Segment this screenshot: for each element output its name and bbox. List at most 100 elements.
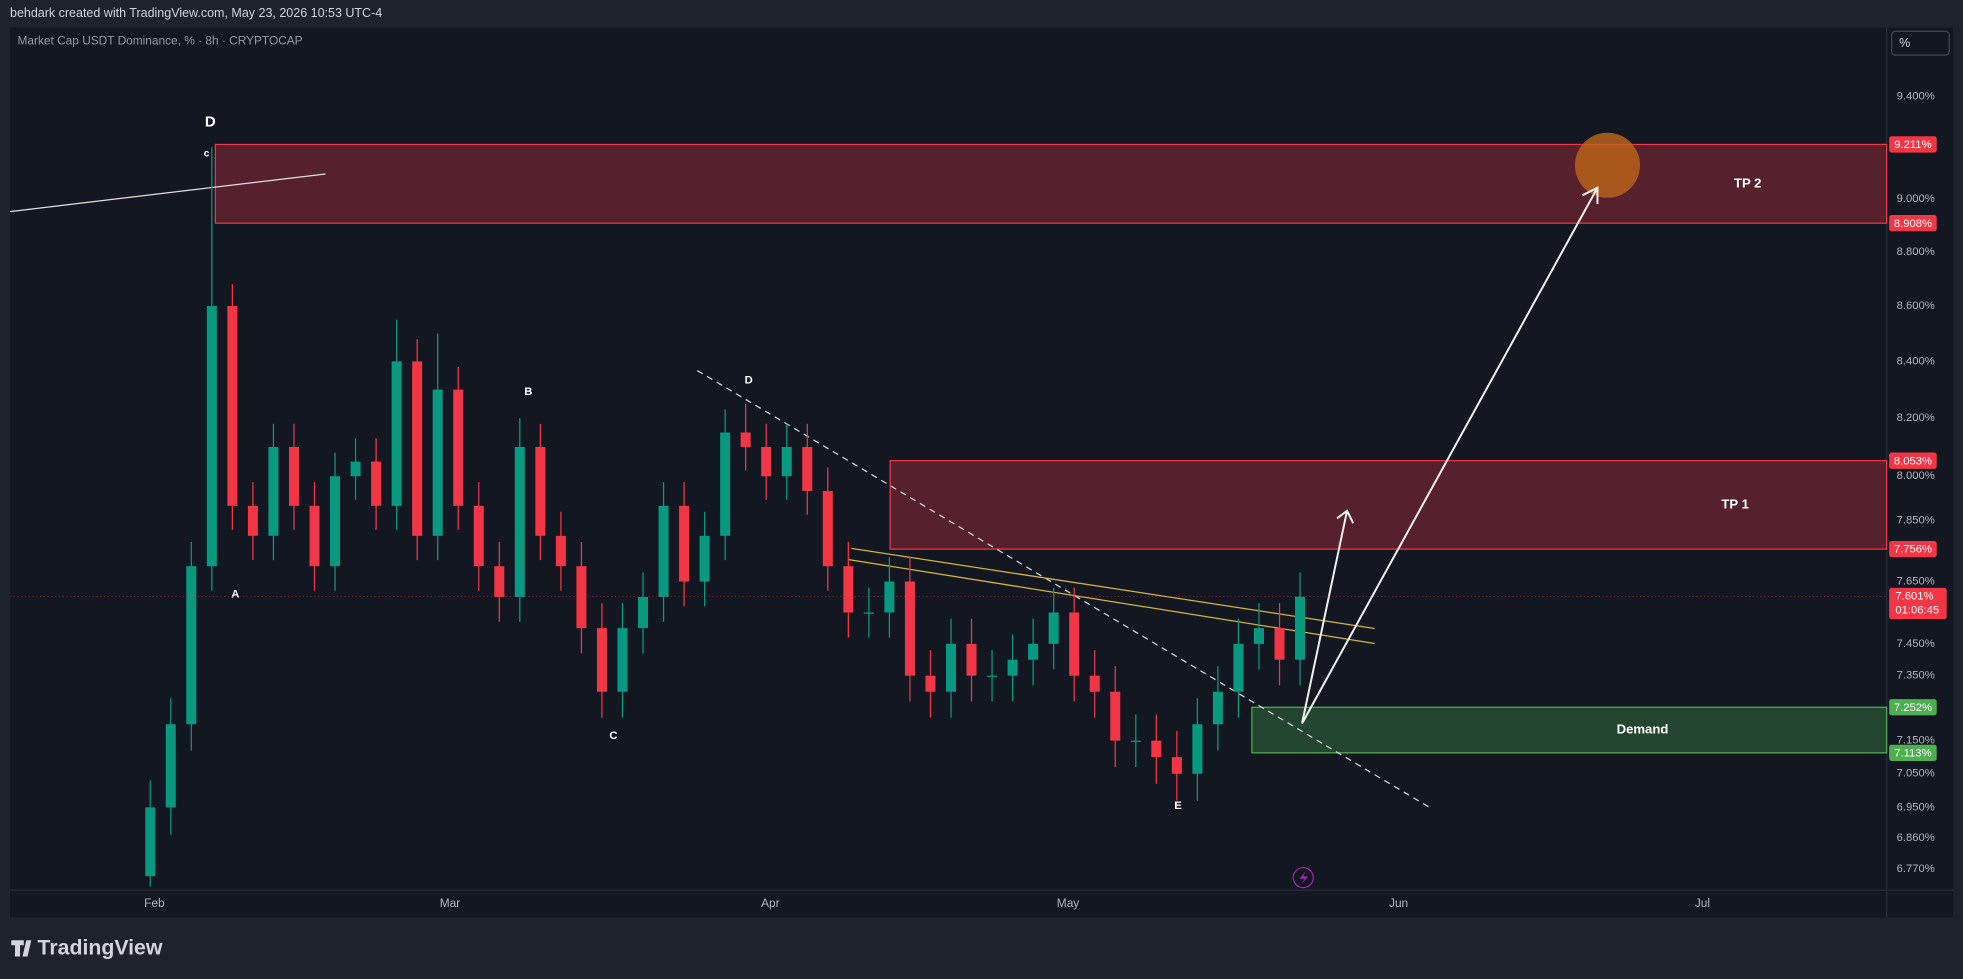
candle-body <box>822 490 833 567</box>
price-badge <box>1889 540 1937 558</box>
y-tick-label: 8.000% <box>1897 470 1935 482</box>
candle-body <box>945 643 957 692</box>
y-tick-label: 8.200% <box>1897 412 1935 424</box>
y-tick-label: 7.450% <box>1897 638 1935 650</box>
candle-body <box>1192 724 1203 774</box>
channel-line <box>851 547 1375 630</box>
candle-body <box>1007 659 1018 676</box>
candle-body <box>145 807 156 877</box>
candle-body <box>904 581 915 676</box>
price-badge <box>1889 136 1937 153</box>
wave-label: C <box>609 730 617 742</box>
zone-label: TP 2 <box>1734 175 1761 190</box>
scale-button[interactable] <box>1891 30 1950 56</box>
y-tick-label: 8.600% <box>1897 300 1935 312</box>
candle-body <box>658 505 669 597</box>
candle-body <box>535 446 546 536</box>
candle-body <box>576 566 587 629</box>
x-tick-label: Mar <box>440 896 460 910</box>
candle-body <box>268 446 279 536</box>
alert-icon-bolt[interactable] <box>1299 871 1309 884</box>
candle-body <box>1151 740 1162 758</box>
price-badge-label: 7.756% <box>1894 544 1932 556</box>
candle-body <box>1089 675 1100 692</box>
candle-body <box>1212 691 1223 725</box>
candle-body <box>350 461 361 477</box>
candle-body <box>432 389 443 536</box>
candle-body <box>1110 691 1121 741</box>
candle-body <box>330 476 341 567</box>
candle-body <box>1130 740 1141 742</box>
y-tick-label: 6.860% <box>1897 832 1935 844</box>
last-price-badge <box>1889 587 1947 620</box>
candle-body <box>514 446 525 597</box>
candle-body <box>863 612 874 614</box>
plot-area <box>10 27 1887 891</box>
trend-line <box>9 173 326 213</box>
price-badge-label: 8.053% <box>1894 455 1932 467</box>
candle-body <box>1295 596 1306 660</box>
candle-body <box>987 675 998 677</box>
price-badge <box>1889 215 1937 232</box>
y-tick-label: 6.770% <box>1897 863 1935 875</box>
countdown-label: 01:06:45 <box>1895 604 1939 616</box>
candle-body <box>165 724 176 808</box>
candle-body <box>1048 612 1059 644</box>
symbol-legend: Market Cap USDT Dominance, % · 8h · CRYP… <box>18 33 303 47</box>
candle-body <box>843 566 854 613</box>
wave-label: A <box>231 589 239 601</box>
candle-body <box>1253 628 1264 644</box>
time-axis <box>10 890 1953 918</box>
candle-body <box>679 505 690 582</box>
last-price-label: 7.601% <box>1895 591 1933 603</box>
brand-logo <box>11 940 32 957</box>
candle-body <box>720 432 731 536</box>
y-tick-label: 8.800% <box>1897 246 1935 258</box>
candle-body <box>227 305 238 506</box>
candle-body <box>453 389 464 506</box>
y-tick-label: 7.150% <box>1897 735 1935 747</box>
price-badge-label: 9.211% <box>1894 139 1931 151</box>
candle-body <box>1274 628 1285 660</box>
candle-body <box>761 446 772 477</box>
price-badge <box>1889 699 1937 716</box>
candle-body <box>802 446 813 491</box>
x-tick-label: Jun <box>1389 896 1408 910</box>
y-tick-label: 8.400% <box>1897 355 1935 367</box>
candle-body <box>412 361 423 536</box>
candle-body <box>1233 643 1244 692</box>
alert-icon[interactable] <box>1292 866 1314 889</box>
candle-body <box>473 505 484 567</box>
wave-label: c <box>204 149 210 160</box>
candle-body <box>925 675 936 692</box>
x-tick-label: Feb <box>144 896 165 910</box>
scale-button-label[interactable]: % <box>1899 36 1910 50</box>
y-tick-label: 6.950% <box>1897 801 1935 813</box>
dashed-trend-line <box>696 370 1431 809</box>
candle-body <box>371 461 382 506</box>
price-badge <box>1889 452 1937 469</box>
y-tick-label: 7.350% <box>1897 670 1935 682</box>
y-tick-label: 9.400% <box>1897 91 1935 103</box>
price-badge <box>1889 744 1937 761</box>
credit: behdark created with TradingView.com, Ma… <box>10 6 382 20</box>
price-badge-label: 7.113% <box>1894 747 1931 759</box>
candle-body <box>391 361 402 506</box>
x-tick-label: Jul <box>1695 896 1710 910</box>
candle-body <box>206 305 217 567</box>
candle-body <box>186 566 197 725</box>
wave-label: B <box>524 386 532 398</box>
candle-body <box>1028 643 1039 660</box>
candle-body <box>288 446 299 506</box>
candle-body <box>555 535 566 567</box>
candle-body <box>1069 612 1080 676</box>
x-tick-label: Apr <box>761 896 780 910</box>
zone-label: Demand <box>1617 722 1669 737</box>
zone <box>889 460 1888 550</box>
wave-label: D <box>745 375 753 387</box>
y-tick-label: 7.850% <box>1897 515 1935 527</box>
y-tick-label: 9.000% <box>1897 193 1935 205</box>
brand: TradingView <box>38 936 163 960</box>
